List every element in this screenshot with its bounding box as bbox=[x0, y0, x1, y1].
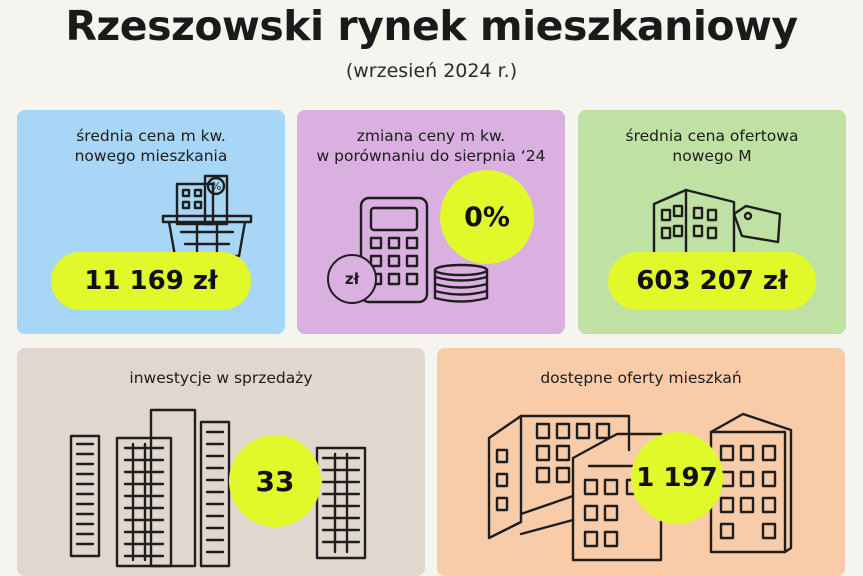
card-price-change-label: zmiana ceny m kw. w porównaniu do sierpn… bbox=[316, 127, 546, 165]
offer-price-value: 603 207 zł bbox=[608, 252, 816, 310]
svg-text:%: % bbox=[211, 180, 221, 193]
coin-stack-icon bbox=[433, 263, 489, 303]
card-offer-price: średnia cena ofertowa nowego M 603 207 z… bbox=[578, 110, 846, 334]
skyscrapers-icon bbox=[69, 408, 367, 568]
card-offers: dostępne oferty mieszkań 1 197 bbox=[437, 348, 845, 576]
card-offers-label: dostępne oferty mieszkań bbox=[540, 369, 742, 387]
page-subtitle: (wrzesień 2024 r.) bbox=[345, 60, 518, 82]
card-avg-price: średnia cena m kw. nowego mieszkania % 1… bbox=[17, 110, 285, 334]
card-investments-label: inwestycje w sprzedaży bbox=[129, 369, 313, 387]
coin-icon: zł bbox=[327, 254, 377, 304]
building-tag-icon bbox=[652, 188, 782, 258]
investments-value: 33 bbox=[229, 435, 321, 527]
card-investments: inwestycje w sprzedaży 33 bbox=[17, 348, 425, 576]
price-change-value: 0% bbox=[440, 170, 534, 264]
card-offer-price-label: średnia cena ofertowa nowego M bbox=[625, 127, 799, 165]
card-avg-price-label: średnia cena m kw. nowego mieszkania bbox=[74, 127, 228, 165]
calculator-icon bbox=[359, 196, 429, 304]
offers-value: 1 197 bbox=[631, 432, 723, 524]
basket-building-icon: % bbox=[161, 174, 253, 258]
page-title: Rzeszowski rynek mieszkaniowy bbox=[65, 2, 798, 50]
avg-price-value: 11 169 zł bbox=[51, 252, 251, 310]
card-price-change: zmiana ceny m kw. w porównaniu do sierpn… bbox=[297, 110, 565, 334]
